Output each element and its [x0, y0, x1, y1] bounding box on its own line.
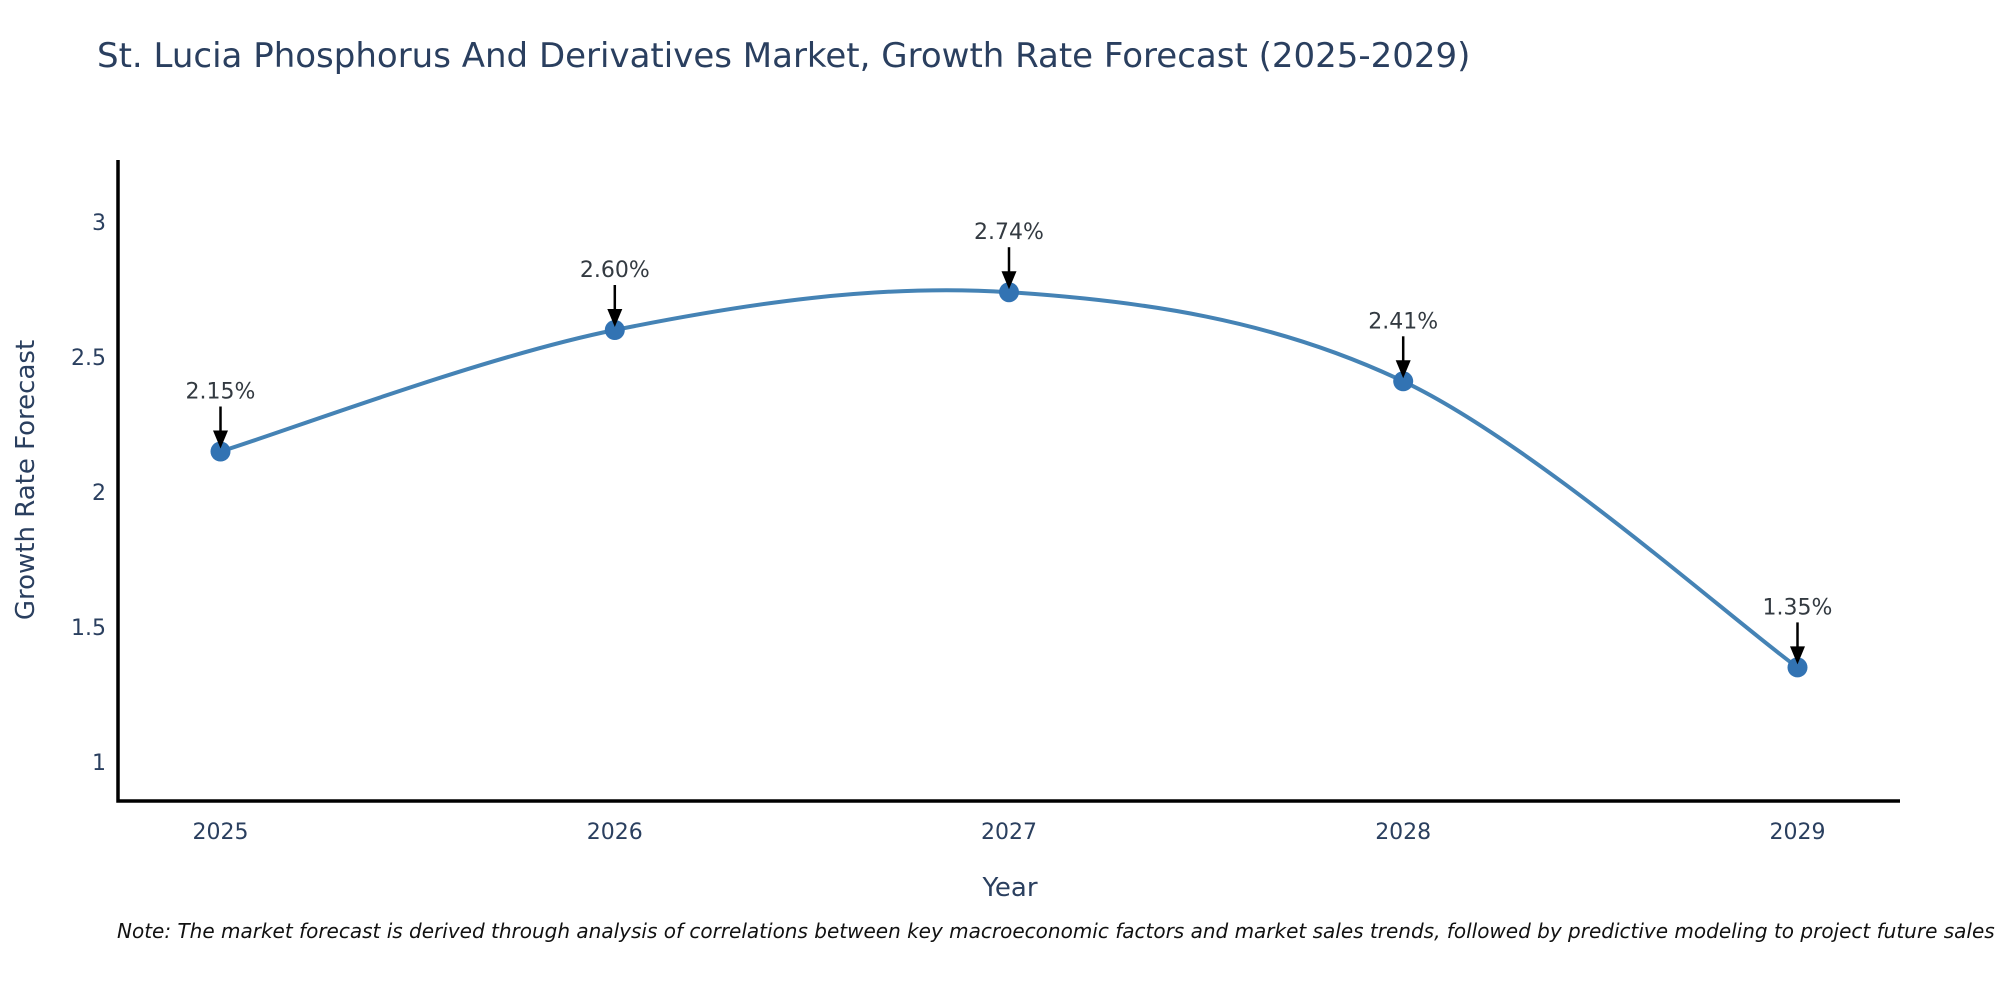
x-tick-label: 2028 [1375, 820, 1431, 845]
data-point-label: 2.74% [974, 220, 1044, 245]
y-tick-label: 1.5 [71, 616, 106, 641]
data-point-label: 2.15% [186, 380, 256, 405]
x-axis-title: Year [981, 873, 1037, 903]
x-tick-label: 2029 [1770, 820, 1826, 845]
data-point-label: 1.35% [1763, 595, 1833, 620]
x-tick-label: 2026 [587, 820, 643, 845]
data-point-2029 [1787, 657, 1808, 678]
y-axis-title: Growth Rate Forecast [11, 340, 41, 620]
annotation-arrowhead [1001, 271, 1017, 290]
x-tick-label: 2025 [193, 820, 249, 845]
x-tick-label: 2027 [981, 820, 1037, 845]
data-point-label: 2.60% [580, 258, 650, 283]
data-point-label: 2.41% [1368, 309, 1438, 334]
y-tick-label: 2.5 [71, 346, 106, 371]
data-point-2026 [604, 320, 625, 340]
forecast-line [219, 288, 1799, 670]
annotation-arrowhead [1790, 646, 1805, 665]
y-tick-label: 3 [92, 211, 106, 236]
data-point-2028 [1393, 371, 1414, 392]
data-point-2025 [210, 441, 231, 462]
y-tick-label: 1 [92, 751, 106, 776]
footnote: Note: The market forecast is derived thr… [117, 919, 1995, 943]
y-tick-label: 2 [92, 481, 106, 506]
chart-title: St. Lucia Phosphorus And Derivatives Mar… [97, 36, 1471, 76]
axis-lines [116, 160, 1900, 803]
annotation-arrowhead [1395, 360, 1411, 379]
annotation-arrowhead [607, 309, 623, 327]
data-point-2027 [999, 282, 1019, 303]
annotation-arrowhead [213, 430, 228, 449]
